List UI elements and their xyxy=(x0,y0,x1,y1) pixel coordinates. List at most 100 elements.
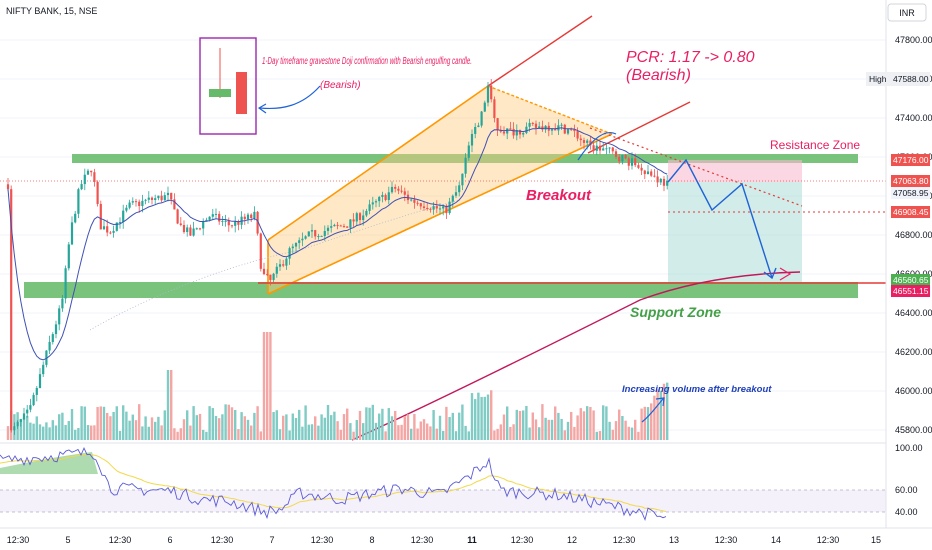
volume-bar xyxy=(224,404,227,440)
candle xyxy=(285,258,288,266)
volume-bar xyxy=(470,393,474,440)
volume-bar xyxy=(256,406,259,440)
candle xyxy=(534,123,538,128)
volume-bar xyxy=(410,428,413,440)
candle xyxy=(541,126,544,130)
volume-bar xyxy=(474,399,477,440)
candle xyxy=(10,189,13,431)
candle xyxy=(531,122,534,124)
candle xyxy=(70,222,74,245)
candle xyxy=(310,230,314,232)
symbol-title: NIFTY BANK, 15, NSE xyxy=(6,6,97,16)
volume-bar xyxy=(29,422,32,440)
volume-bar xyxy=(122,405,125,440)
volume-bar xyxy=(531,412,534,440)
candle xyxy=(371,202,374,205)
candle xyxy=(230,225,234,227)
candle xyxy=(643,170,646,175)
time-tick-label: 7 xyxy=(269,535,274,545)
candle xyxy=(362,215,365,221)
candle xyxy=(144,199,147,201)
candle xyxy=(374,201,378,203)
volume-bar xyxy=(48,427,51,440)
volume-bar xyxy=(630,427,634,440)
volume-bar xyxy=(70,409,74,440)
volume-bar xyxy=(163,410,166,440)
candle xyxy=(67,244,70,269)
candle xyxy=(134,201,138,203)
volume-bar xyxy=(502,414,506,440)
time-tick-label: 8 xyxy=(369,535,374,545)
candle xyxy=(269,274,272,280)
candle xyxy=(461,173,464,186)
candle xyxy=(400,190,403,192)
volume-bar xyxy=(454,431,458,440)
candle xyxy=(410,199,413,201)
candle xyxy=(154,198,157,200)
candle xyxy=(416,202,419,204)
candle xyxy=(253,211,256,219)
candle xyxy=(426,207,429,209)
candle xyxy=(499,130,502,132)
volume-bar xyxy=(614,421,618,440)
candle xyxy=(598,145,602,151)
volume-bar xyxy=(320,414,323,440)
volume-bar xyxy=(592,410,595,440)
time-tick-label: 12:30 xyxy=(411,535,434,545)
candle xyxy=(566,129,570,134)
volume-bar xyxy=(317,425,320,440)
volume-bar xyxy=(186,410,189,440)
candle xyxy=(83,174,86,185)
candle xyxy=(128,202,131,208)
doji-arrow xyxy=(259,85,321,110)
candle xyxy=(262,268,266,275)
candle xyxy=(54,324,58,335)
volume-bar xyxy=(611,429,614,440)
volume-bar xyxy=(608,421,611,440)
volume-bar xyxy=(285,414,288,440)
volume-bar xyxy=(230,407,234,440)
volume-bar xyxy=(38,424,42,440)
time-tick-label: 15 xyxy=(871,535,881,545)
volume-bar xyxy=(512,424,515,440)
candle xyxy=(122,210,125,223)
time-tick-label: 5 xyxy=(65,535,70,545)
volume-bar xyxy=(246,419,250,440)
pcr-bearish-label: (Bearish) xyxy=(626,67,691,84)
currency-button[interactable] xyxy=(887,3,927,22)
volume-bar xyxy=(659,390,662,440)
volume-bar xyxy=(58,414,61,440)
volume-bar xyxy=(634,419,637,440)
volume-bar xyxy=(640,408,643,440)
candle xyxy=(659,178,662,183)
candle xyxy=(272,273,275,280)
candle xyxy=(634,158,637,166)
volume-bar xyxy=(445,406,448,440)
volume-bar xyxy=(150,417,154,440)
rsi-tick-label: 60.00 xyxy=(895,485,918,495)
candle xyxy=(458,185,461,193)
price-tick-label: 47800.00 xyxy=(895,35,932,45)
volume-bar xyxy=(170,370,173,440)
volume-bar xyxy=(323,417,326,440)
candle xyxy=(141,200,144,206)
volume-bar xyxy=(365,407,368,440)
candle xyxy=(266,274,269,276)
volume-bar xyxy=(90,425,93,440)
volume-bar xyxy=(253,412,256,440)
projection-arrowhead xyxy=(763,267,777,280)
candle xyxy=(211,214,214,217)
volume-bar xyxy=(157,416,160,440)
volume-bar xyxy=(557,412,560,440)
candle xyxy=(656,176,659,183)
volume-bar xyxy=(266,332,269,440)
support-zone-label: Support Zone xyxy=(630,304,721,320)
volume-bar xyxy=(650,403,653,440)
candle xyxy=(189,227,192,236)
candle xyxy=(58,308,61,325)
volume-bar xyxy=(419,421,422,440)
volume-bar xyxy=(554,406,557,440)
candle xyxy=(42,364,45,375)
candle xyxy=(330,226,333,228)
